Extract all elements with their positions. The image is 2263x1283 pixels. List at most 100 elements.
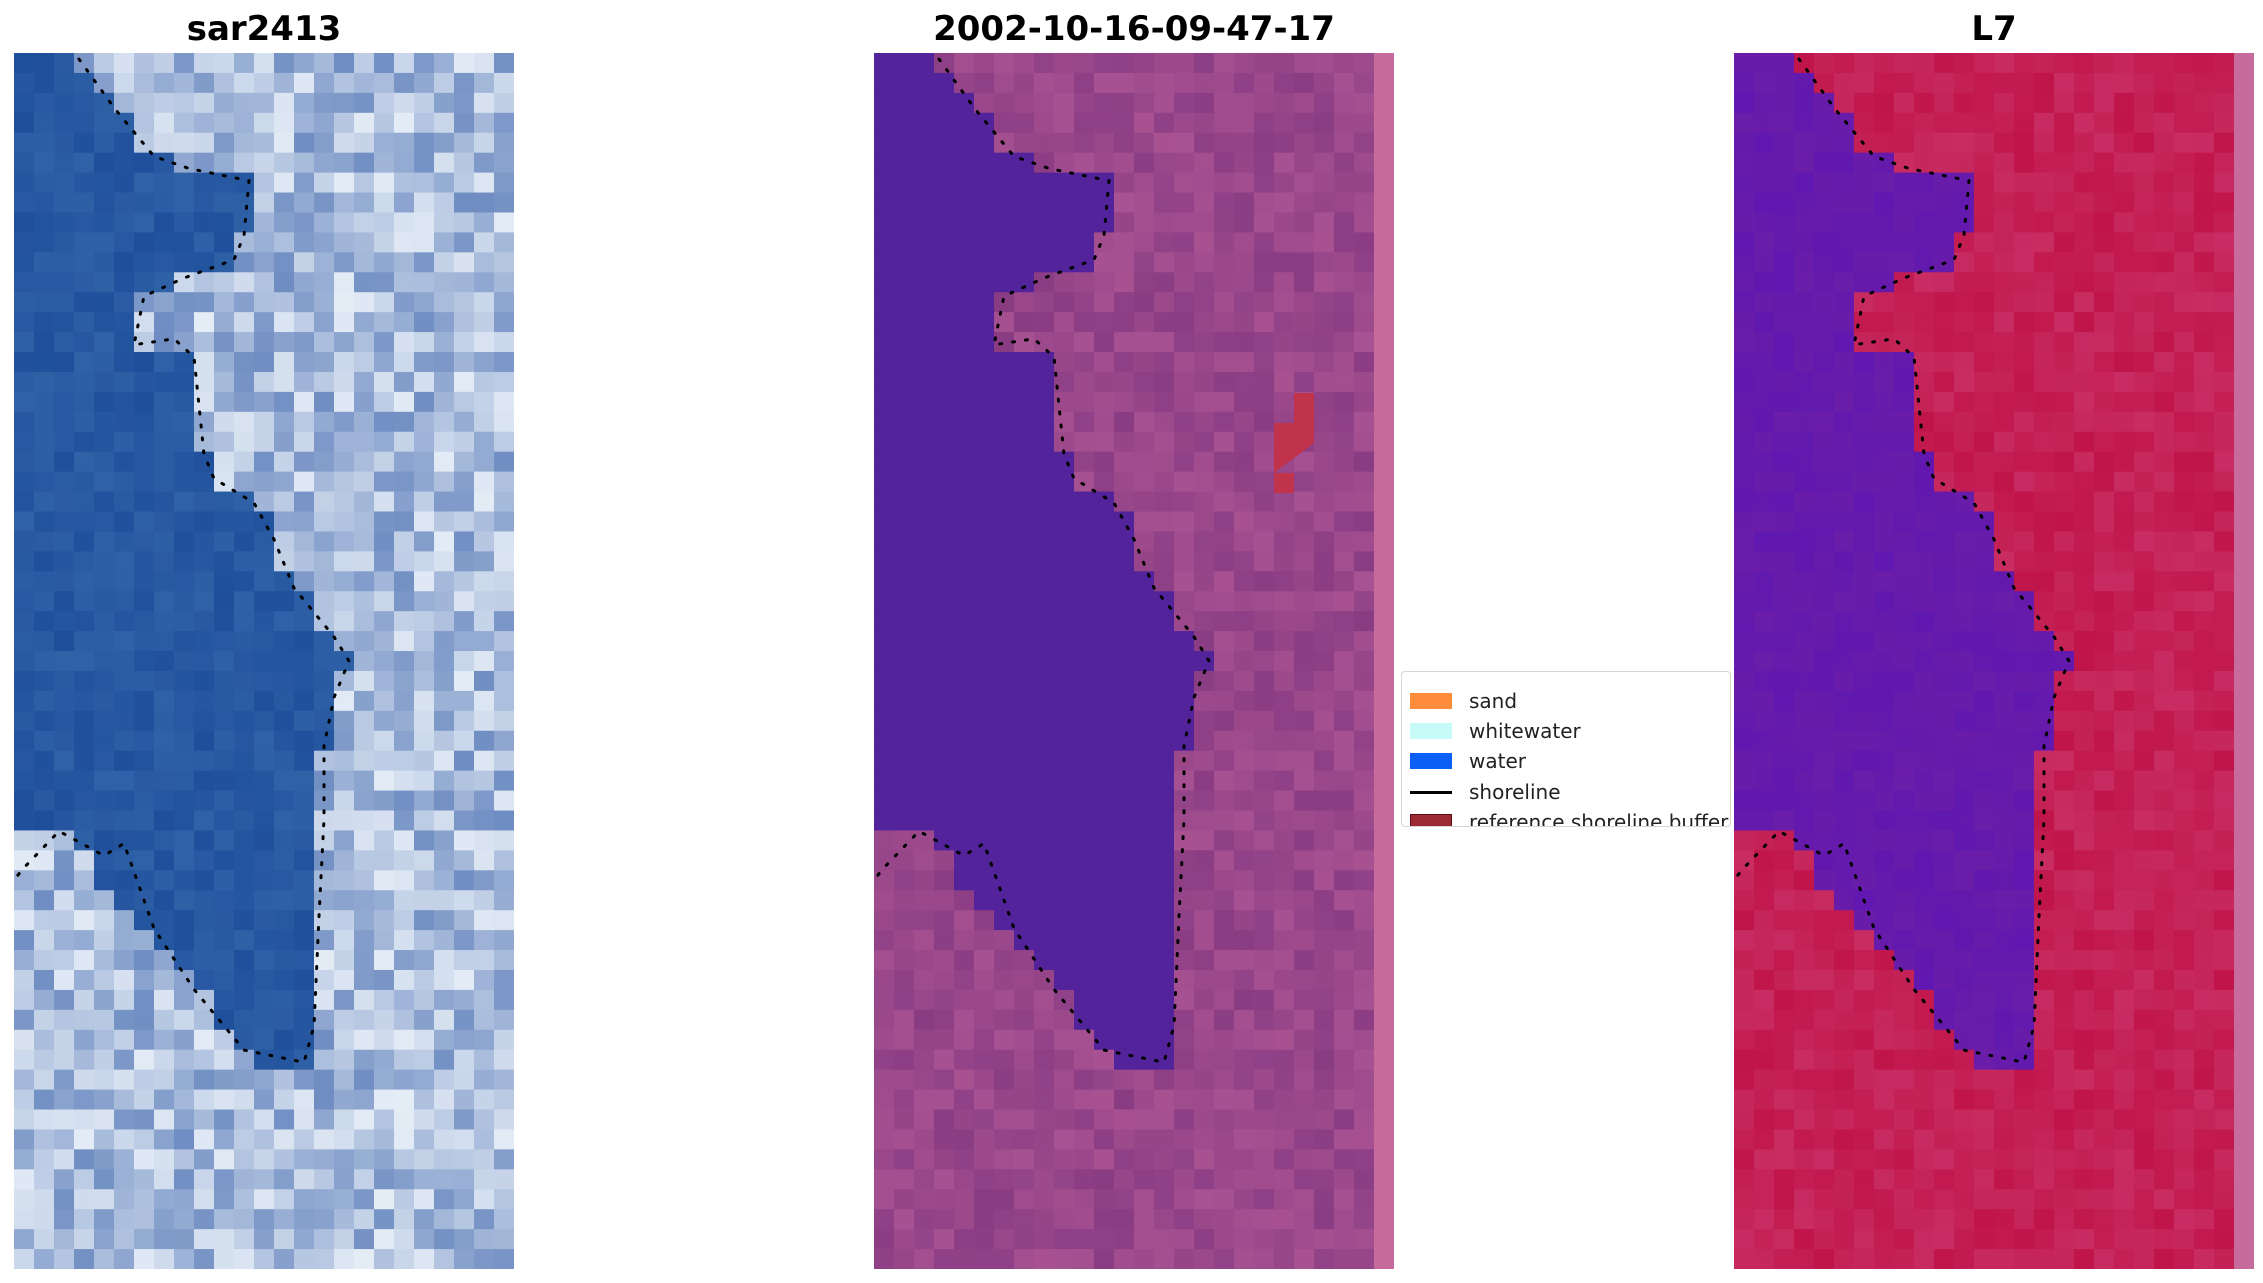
image-pixel (2014, 312, 2035, 333)
image-pixel (2194, 1089, 2215, 1111)
image-pixel (2074, 1109, 2095, 1131)
image-pixel (454, 1069, 475, 1091)
image-pixel (314, 1089, 335, 1111)
image-pixel (1754, 611, 1775, 632)
image-pixel (1294, 1129, 1315, 1150)
image-pixel (1234, 631, 1255, 652)
image-pixel (1134, 431, 1155, 453)
image-pixel (1874, 710, 1895, 732)
image-pixel (454, 1149, 475, 1170)
image-pixel (1974, 651, 1995, 672)
image-pixel (454, 212, 475, 234)
image-pixel (2174, 770, 2195, 792)
image-pixel (74, 910, 95, 931)
image-pixel (1734, 272, 1755, 293)
image-pixel (2194, 631, 2215, 652)
image-pixel (894, 890, 915, 911)
image-pixel (1914, 272, 1935, 293)
image-pixel (154, 391, 175, 413)
image-pixel (1294, 950, 1315, 971)
image-pixel (1954, 850, 1975, 871)
image-pixel (2034, 192, 2055, 214)
image-pixel (174, 651, 195, 672)
image-pixel (14, 212, 35, 234)
image-pixel (2094, 1149, 2115, 1170)
image-pixel (1974, 710, 1995, 732)
image-pixel (174, 969, 195, 991)
image-pixel (414, 730, 435, 752)
image-pixel (1294, 1089, 1315, 1111)
image-pixel (1854, 232, 1875, 253)
image-pixel (2054, 152, 2075, 174)
image-pixel (1174, 611, 1195, 632)
image-pixel (1734, 511, 1755, 533)
image-pixel (994, 930, 1015, 951)
image-pixel (234, 850, 255, 871)
image-pixel (214, 790, 235, 812)
image-pixel (34, 312, 55, 333)
panel-title-rgb: sar2413 (186, 9, 342, 49)
image-pixel (454, 651, 475, 672)
image-pixel (914, 690, 935, 712)
image-pixel (1774, 611, 1795, 632)
image-pixel (974, 172, 995, 194)
image-pixel (1034, 670, 1055, 692)
image-pixel (1994, 1029, 2015, 1051)
image-pixel (14, 890, 35, 911)
image-pixel (994, 152, 1015, 174)
image-pixel (2074, 1129, 2095, 1150)
image-pixel (94, 850, 115, 871)
image-pixel (2014, 1169, 2035, 1190)
image-pixel (1134, 491, 1155, 513)
image-pixel (54, 611, 75, 632)
image-pixel (374, 411, 395, 433)
image-pixel (1294, 551, 1315, 572)
image-pixel (54, 511, 75, 533)
image-pixel (34, 272, 55, 293)
image-pixel (1174, 152, 1195, 174)
image-pixel (2014, 930, 2035, 951)
image-pixel (2014, 551, 2035, 572)
image-pixel (1834, 1009, 1855, 1031)
image-pixel (14, 451, 35, 473)
image-pixel (1974, 1129, 1995, 1150)
image-pixel (2154, 332, 2175, 353)
image-pixel (1774, 531, 1795, 552)
image-pixel (2034, 272, 2055, 293)
image-pixel (1014, 1229, 1035, 1250)
image-pixel (1934, 950, 1955, 971)
image-pixel (2094, 1209, 2115, 1230)
image-pixel (1254, 950, 1275, 971)
image-pixel (74, 989, 95, 1011)
image-pixel (494, 152, 514, 174)
image-pixel (1974, 411, 1995, 433)
image-pixel (114, 1149, 135, 1170)
image-pixel (154, 571, 175, 592)
image-pixel (874, 1189, 895, 1210)
image-pixel (1034, 790, 1055, 812)
image-pixel (1194, 332, 1215, 353)
image-pixel (494, 1069, 514, 1091)
image-pixel (74, 232, 95, 253)
image-pixel (174, 252, 195, 273)
image-pixel (1214, 770, 1235, 792)
image-pixel (1794, 112, 1815, 134)
image-pixel (2014, 1209, 2035, 1230)
image-pixel (894, 571, 915, 592)
image-pixel (414, 890, 435, 911)
image-pixel (1214, 152, 1235, 174)
image-pixel (1354, 770, 1375, 792)
image-pixel (194, 352, 215, 373)
image-pixel (2014, 172, 2035, 194)
image-pixel (454, 471, 475, 493)
image-pixel (194, 850, 215, 871)
image-pixel (1954, 1089, 1975, 1111)
image-pixel (1274, 690, 1295, 712)
image-pixel (1254, 591, 1275, 612)
image-pixel (1254, 690, 1275, 712)
image-pixel (914, 451, 935, 473)
image-pixel (2094, 1189, 2115, 1210)
image-pixel (1154, 1069, 1175, 1091)
image-pixel (954, 53, 975, 74)
image-pixel (1214, 411, 1235, 433)
